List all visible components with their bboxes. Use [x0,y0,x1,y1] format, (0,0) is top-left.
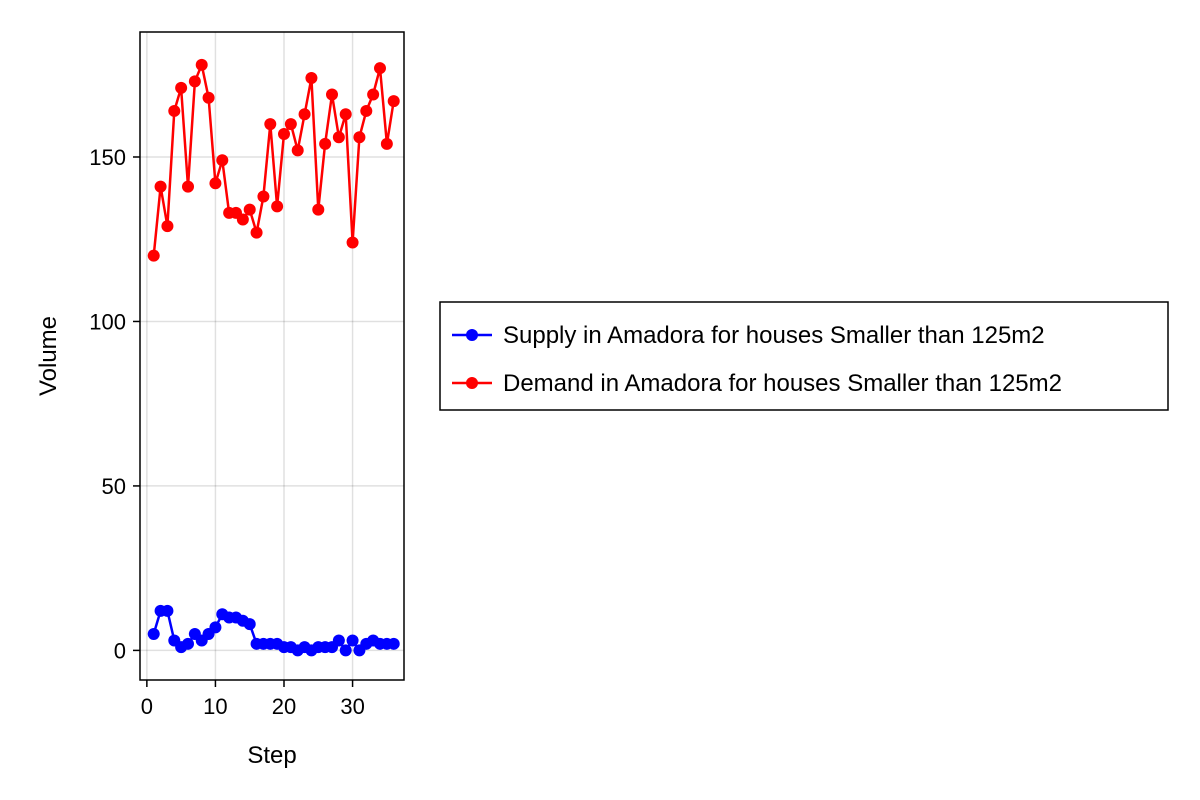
legend-frame [439,301,1169,411]
y-tick-label: 100 [89,309,126,334]
x-tick-label: 0 [141,694,153,719]
data-point-demand [332,131,345,144]
data-point-demand [380,137,393,150]
y-tick-label: 50 [102,474,126,499]
data-point-demand [264,118,277,131]
data-point-demand [175,81,188,94]
x-axis-label: Step [247,742,296,769]
y-axis-label: Volume [35,316,62,396]
data-point-demand [353,131,366,144]
data-point-demand [161,220,174,233]
data-point-demand [147,249,160,262]
data-point-supply [182,637,194,650]
series-line-demand [152,63,395,256]
y-tick-label: 0 [114,638,126,663]
data-point-demand [374,62,386,75]
data-point-supply [387,637,400,650]
data-point-demand [278,127,290,140]
data-point-demand [168,104,181,117]
y-tick-label: 150 [89,145,126,170]
legend-item-supply: Supply in Amadora for houses Smaller tha… [452,322,1045,349]
data-point-demand [216,154,229,167]
legend-swatch-marker [466,329,478,341]
data-point-demand [209,177,222,190]
data-point-supply [161,604,174,617]
data-point-demand [202,91,215,104]
plot-frame [139,31,405,681]
data-point-demand [387,95,400,108]
data-point-demand [284,118,297,131]
data-point-demand [298,108,311,121]
data-point-demand [154,180,167,193]
series-layer [147,58,400,657]
data-point-supply [346,634,359,647]
data-point-demand [339,108,352,121]
data-point-demand [367,88,380,101]
legend-label: Demand in Amadora for houses Smaller tha… [503,370,1062,397]
data-point-supply [147,627,160,640]
legend: Supply in Amadora for houses Smaller tha… [439,301,1169,411]
data-point-demand [346,236,359,249]
series-supply [147,604,400,657]
data-point-supply [339,644,352,657]
data-point-demand [360,104,373,117]
ticks: 0 10 20 30 0 50 100 150 [89,145,365,719]
data-point-demand [236,213,249,226]
data-point-supply [332,634,345,647]
data-point-demand [257,190,270,203]
data-point-supply [243,618,256,631]
data-point-demand [182,180,194,193]
data-point-demand [195,58,208,71]
x-tick-label: 10 [203,694,227,719]
data-point-demand [243,203,256,216]
data-point-demand [312,203,325,216]
x-tick-label: 20 [272,694,296,719]
data-point-demand [250,226,263,239]
legend-label: Supply in Amadora for houses Smaller tha… [503,322,1045,349]
data-point-demand [319,137,332,150]
data-point-demand [291,144,304,157]
x-tick-label: 30 [340,694,364,719]
data-point-demand [188,75,201,88]
data-point-demand [305,72,318,85]
legend-swatch-marker [466,377,478,389]
data-point-demand [326,88,338,101]
data-point-supply [209,621,222,634]
data-point-demand [271,200,284,213]
series-demand [147,58,400,262]
legend-item-demand: Demand in Amadora for houses Smaller tha… [452,370,1062,397]
